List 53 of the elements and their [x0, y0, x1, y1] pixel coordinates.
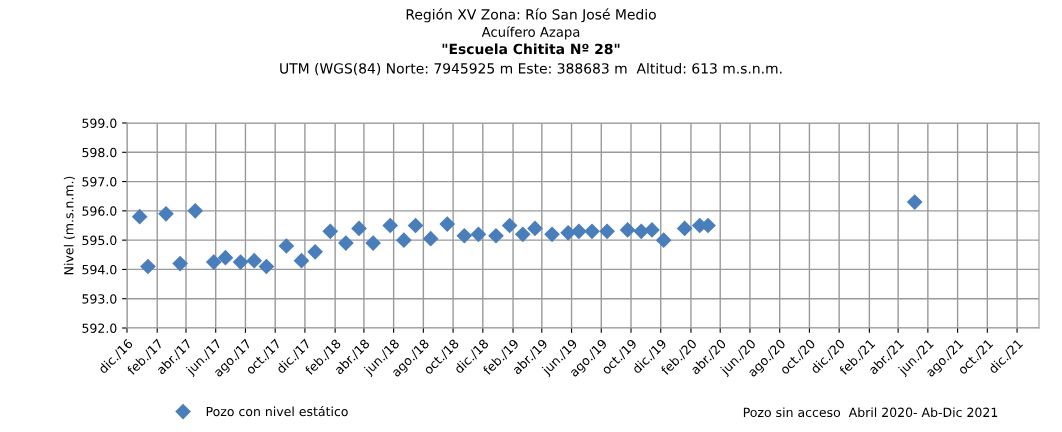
y-tick-label: 596.0 — [82, 206, 117, 216]
point — [322, 223, 338, 239]
point — [456, 228, 472, 244]
y-tick-label: 592.0 — [82, 323, 117, 333]
point — [307, 244, 323, 260]
chart-title: Región XV Zona: Río San José Medio — [406, 8, 656, 23]
point — [644, 222, 660, 238]
point — [620, 222, 636, 238]
y-tick-label: 594.0 — [82, 264, 117, 275]
point — [527, 220, 543, 236]
point — [258, 258, 274, 275]
point — [365, 235, 381, 251]
legend-label: Pozo con nivel estático — [206, 405, 348, 417]
y-tick-label: 598.0 — [82, 147, 117, 158]
point — [187, 203, 203, 219]
y-tick-label: 595.0 — [82, 235, 117, 246]
point — [396, 232, 412, 248]
y-tick-label: 599.0 — [82, 118, 117, 128]
y-tick-label: 597.0 — [82, 177, 117, 187]
point — [515, 226, 531, 242]
point — [351, 220, 367, 236]
point — [172, 256, 188, 272]
point — [206, 254, 222, 270]
point — [502, 217, 518, 234]
text: "Escuela Chitita Nº 28" — [442, 43, 620, 55]
point — [233, 254, 249, 270]
point — [246, 253, 262, 269]
y-tick-label: 593.0 — [82, 294, 117, 304]
point — [217, 250, 234, 266]
text: Pozo sin acceso Abril 2020- Ab-Dic 2021 — [743, 407, 998, 418]
point — [338, 235, 354, 251]
point — [633, 223, 649, 239]
point — [544, 226, 560, 242]
point — [488, 228, 504, 244]
y-axis-title: Nivel (m.s.n.m.) — [63, 176, 75, 275]
point — [132, 209, 148, 225]
point — [656, 232, 672, 248]
point — [439, 216, 455, 232]
chart-subtitle: Acuífero Azapa — [481, 26, 580, 40]
point — [677, 220, 693, 236]
text: UTM (WGS(84) Norte: 7945925 m Este: 388683 m Altitud: 613 m.s.n.m. — [280, 62, 782, 76]
point — [571, 223, 587, 239]
point — [278, 238, 294, 254]
point — [470, 226, 487, 242]
point — [599, 223, 615, 239]
point — [423, 231, 439, 247]
point — [907, 194, 923, 210]
point — [140, 258, 156, 275]
point — [158, 206, 174, 222]
point — [407, 217, 424, 234]
point — [382, 217, 398, 234]
point — [584, 223, 600, 239]
point — [293, 253, 310, 269]
